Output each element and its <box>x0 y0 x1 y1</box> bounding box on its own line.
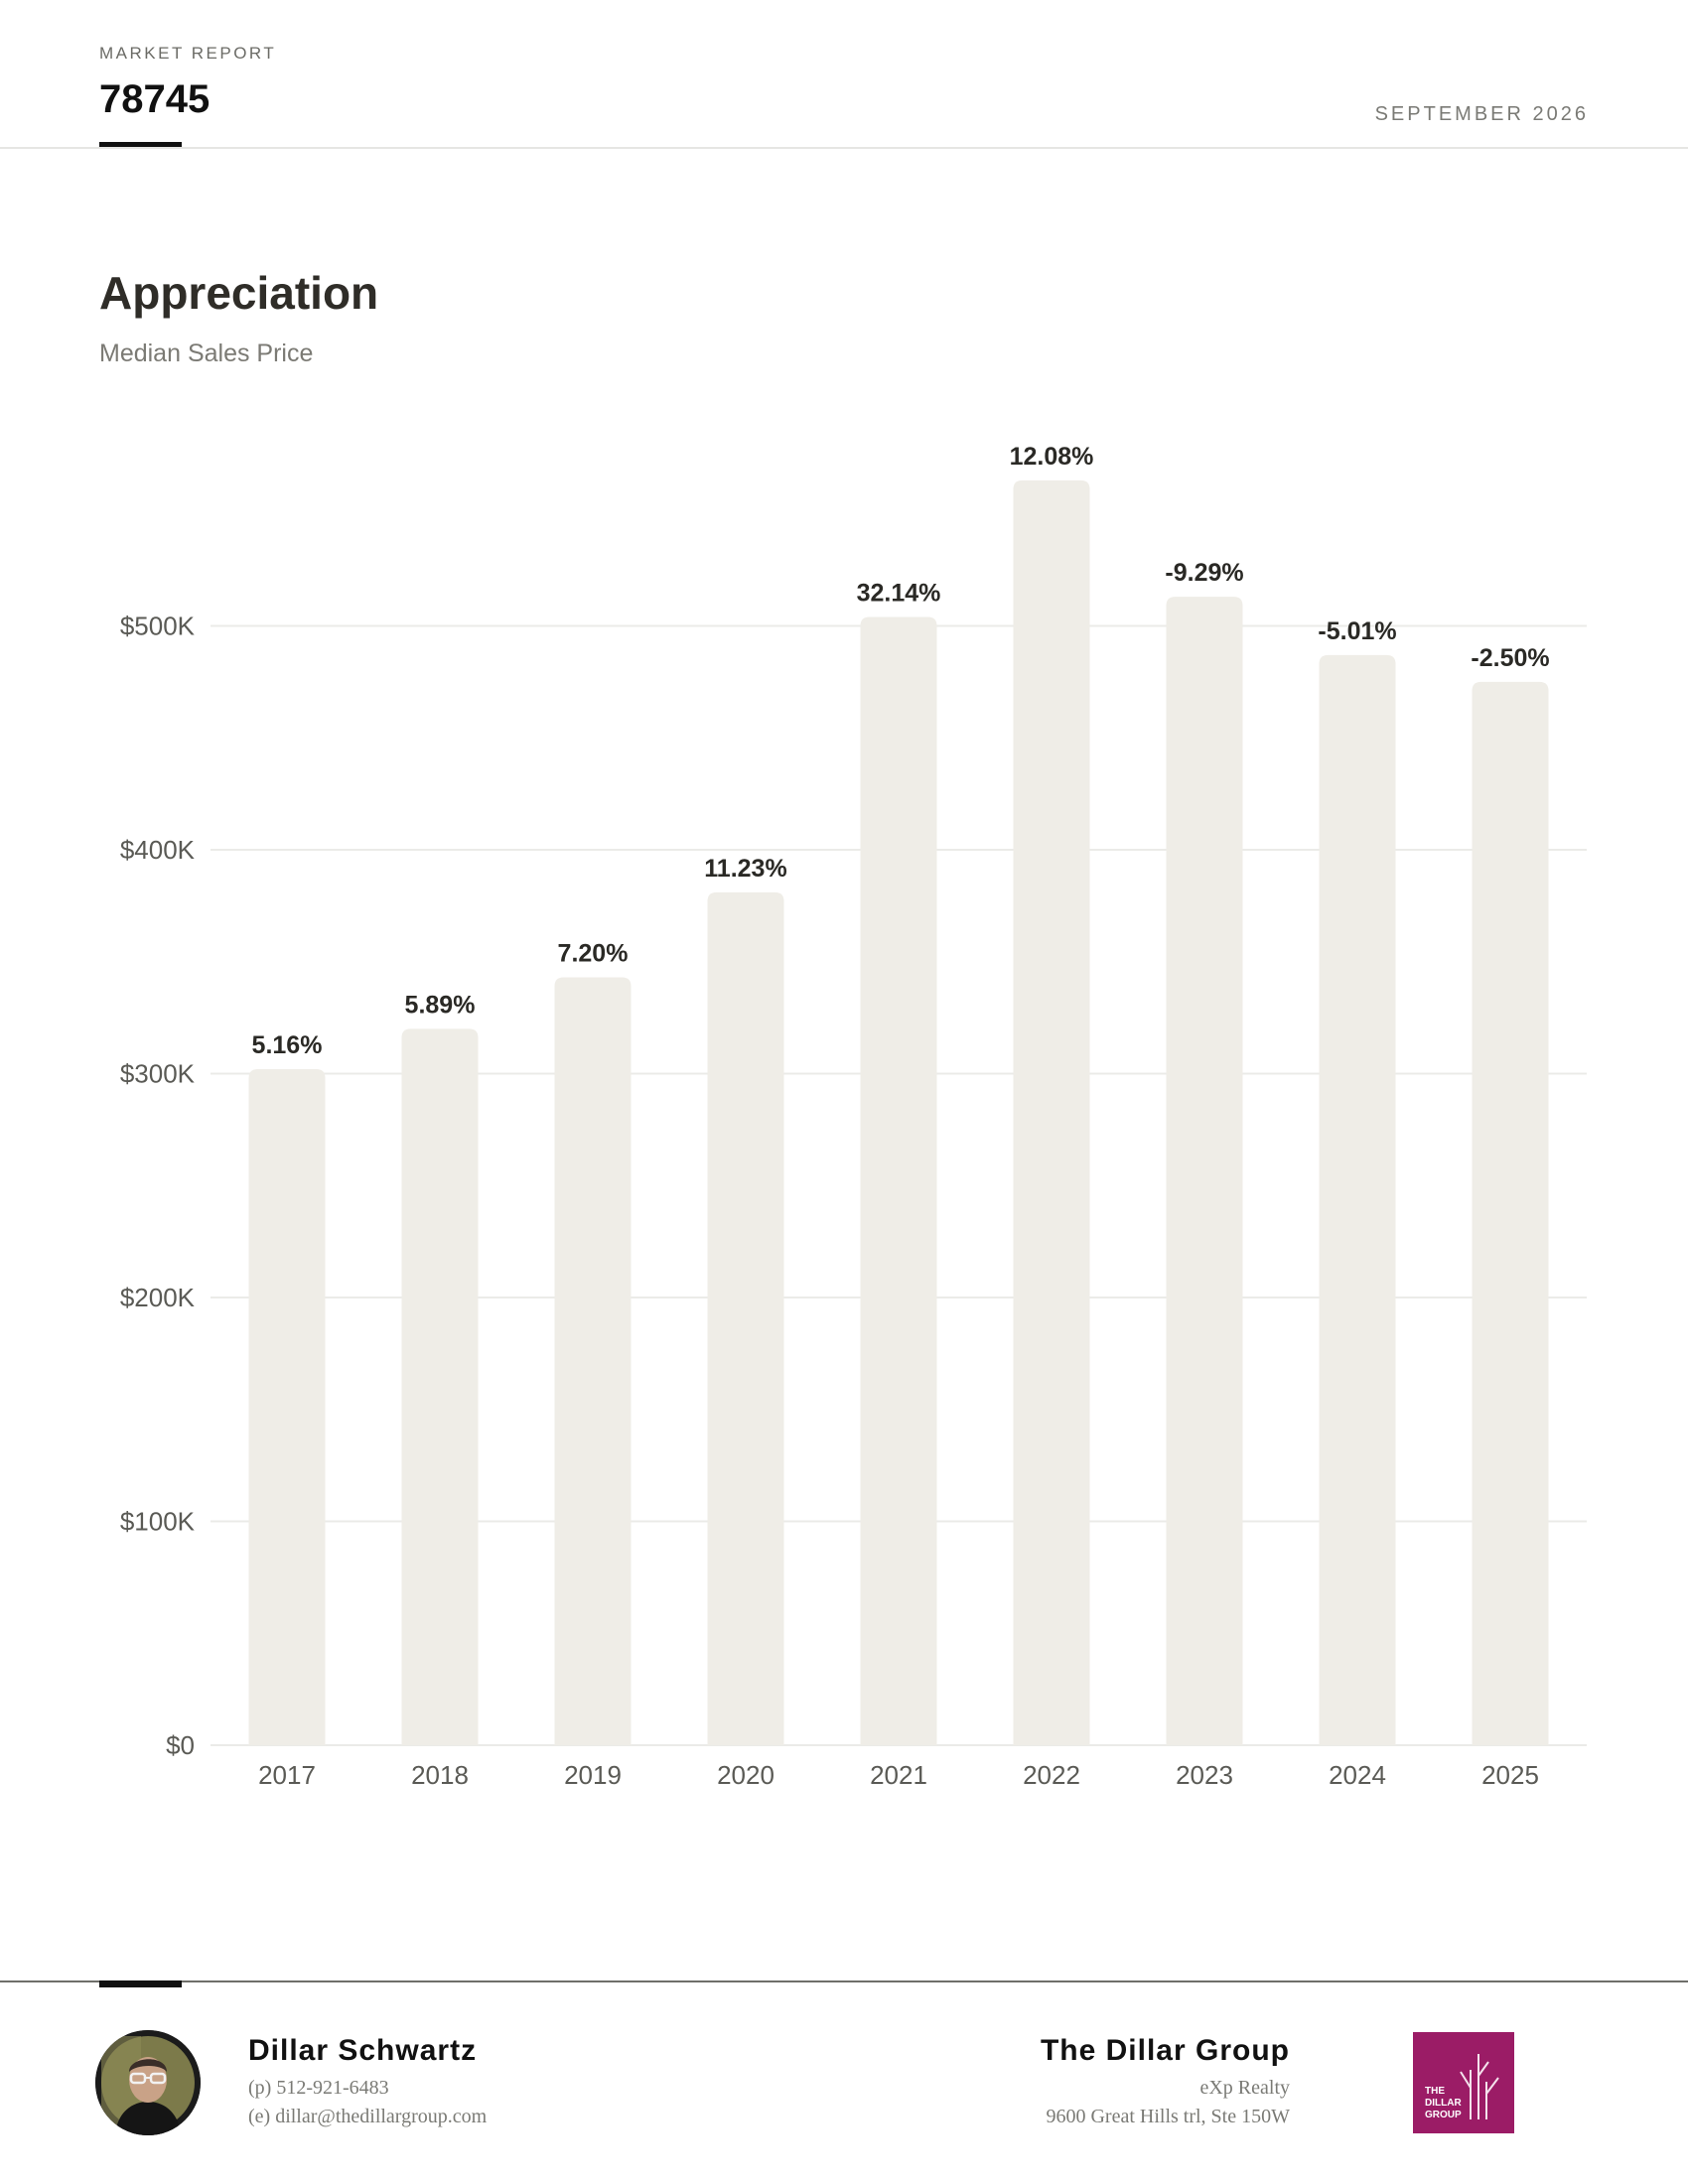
x-tick-label: 2023 <box>1176 1760 1233 1790</box>
data-label: -5.01% <box>1318 617 1396 645</box>
data-label: 5.89% <box>405 991 476 1019</box>
svg-text:GROUP: GROUP <box>1425 2110 1462 2120</box>
brokerage-name: The Dillar Group <box>1040 2034 1290 2067</box>
bar-2025 <box>1472 681 1549 1745</box>
bar-2020 <box>707 891 784 1745</box>
footer-divider <box>0 1980 1688 1982</box>
logo-mark-icon: THE DILLAR GROUP <box>1425 2054 1499 2120</box>
agent-avatar <box>95 2030 201 2135</box>
y-tick-label: $200K <box>120 1283 196 1312</box>
y-tick-label: $500K <box>120 612 196 641</box>
x-axis-ticks: 2017 2018 2019 2020 2021 2022 2023 2024 2025 <box>258 1760 1539 1790</box>
data-label: 7.20% <box>558 940 629 968</box>
agent-email[interactable]: (e) dillar@thedillargroup.com <box>248 2106 488 2127</box>
brokerage-company: eXp Realty <box>1199 2077 1290 2099</box>
agent-phone[interactable]: (p) 512-921-6483 <box>248 2077 389 2099</box>
data-label: -9.29% <box>1165 559 1243 587</box>
x-tick-label: 2020 <box>717 1760 774 1790</box>
report-date: SEPTEMBER 2026 <box>1374 103 1589 125</box>
svg-text:THE: THE <box>1425 2086 1445 2097</box>
y-tick-label: $0 <box>166 1730 195 1760</box>
x-tick-label: 2021 <box>870 1760 927 1790</box>
bar-2019 <box>554 977 632 1745</box>
x-tick-label: 2024 <box>1329 1760 1386 1790</box>
chart-subtitle: Median Sales Price <box>99 340 314 367</box>
bar-2022 <box>1013 479 1090 1745</box>
svg-text:DILLAR: DILLAR <box>1425 2098 1462 2109</box>
x-tick-label: 2019 <box>564 1760 622 1790</box>
x-tick-label: 2022 <box>1023 1760 1080 1790</box>
report-zip-code: 78745 <box>99 77 211 121</box>
data-label: 12.08% <box>1010 443 1094 471</box>
bar-2023 <box>1166 597 1243 1745</box>
data-label: -2.50% <box>1471 644 1549 672</box>
footer-accent-bar <box>99 1980 182 1987</box>
x-tick-label: 2017 <box>258 1760 316 1790</box>
report-header: MARKET REPORT 78745 SEPTEMBER 2026 <box>0 0 1688 149</box>
dillar-group-logo: THE DILLAR GROUP <box>1413 2032 1514 2133</box>
bar-2018 <box>401 1028 479 1745</box>
bars: 5.16% 5.89% 7.20% 11.23% 32.14% 12.08% -9.29% -… <box>248 443 1550 1746</box>
bar-2024 <box>1319 654 1396 1746</box>
y-tick-label: $300K <box>120 1059 196 1089</box>
brokerage-address: 9600 Great Hills trl, Ste 150W <box>1046 2106 1290 2127</box>
y-axis-ticks: $0 $100K $200K $300K $400K $500K <box>120 612 196 1761</box>
data-label: 32.14% <box>857 579 941 607</box>
bar-chart: $0 $100K $200K $300K $400K $500K 5.16% 5.89% 7.… <box>120 443 1587 1790</box>
y-tick-label: $400K <box>120 835 196 865</box>
header-divider <box>0 147 1688 149</box>
x-tick-label: 2018 <box>411 1760 469 1790</box>
data-label: 11.23% <box>704 855 786 883</box>
y-tick-label: $100K <box>120 1507 196 1537</box>
agent-name: Dillar Schwartz <box>248 2034 478 2067</box>
data-label: 5.16% <box>252 1031 323 1059</box>
bar-2021 <box>860 616 937 1745</box>
bar-2017 <box>248 1068 326 1745</box>
x-tick-label: 2025 <box>1481 1760 1539 1790</box>
report-kicker: MARKET REPORT <box>99 44 277 63</box>
chart-title: Appreciation <box>99 267 379 319</box>
title-underline <box>99 142 182 148</box>
avatar-photo-icon <box>95 2030 201 2135</box>
